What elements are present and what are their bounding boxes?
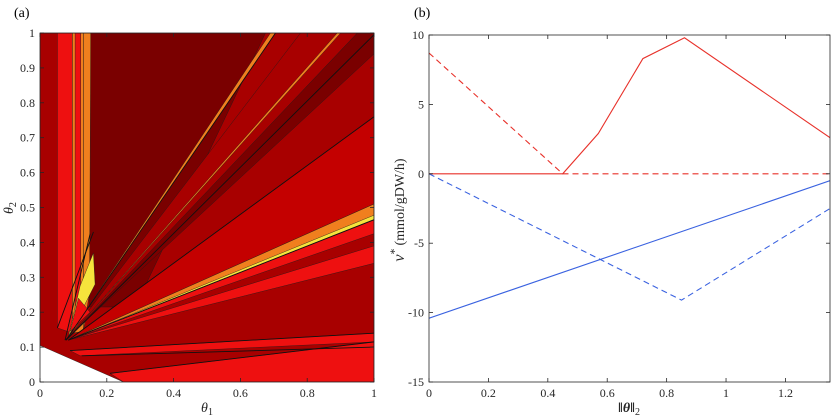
b-ytick-label: 0 <box>418 167 424 181</box>
a-xtick-label: 0.2 <box>99 386 114 400</box>
a-ytick-label: 0.8 <box>20 96 35 110</box>
panel-a-x-axis: 0 0.2 0.4 0.6 0.8 1 <box>37 33 377 400</box>
boundary-line-4 <box>68 219 374 341</box>
series-blue-solid <box>429 180 830 319</box>
a-xtick-label: 0.8 <box>300 386 315 400</box>
b-ytick-label: -10 <box>408 306 424 320</box>
boundary-line-7 <box>81 346 374 357</box>
region-4 <box>83 33 92 332</box>
boundary-line-2 <box>65 34 374 341</box>
panel-b-x-axis: 0 0.2 0.4 0.6 0.8 1 1.2 <box>426 35 793 400</box>
a-ytick-label: 0 <box>29 375 35 389</box>
a-ytick-label: 0.5 <box>20 201 35 215</box>
region-3 <box>74 33 81 313</box>
panel-b-xlabel: ‖θ‖2 <box>618 401 640 418</box>
b-xtick-label: 0.8 <box>659 386 674 400</box>
region-1 <box>57 33 73 334</box>
region-9 <box>65 33 341 341</box>
b-xtick-label: 1.2 <box>778 386 793 400</box>
panel-a-regions <box>40 33 374 382</box>
panel-a-boundaries <box>56 33 374 374</box>
b-xtick-label: 0.6 <box>600 386 615 400</box>
b-xtick-label: 0.2 <box>481 386 496 400</box>
boundary-line-1 <box>64 233 91 341</box>
b-ytick-label: 5 <box>418 97 424 111</box>
panel-a-label: (a) <box>14 6 30 21</box>
b-ytick-label: -5 <box>414 236 424 250</box>
b-ytick-label: -15 <box>408 375 424 389</box>
boundary-line-5 <box>68 116 374 341</box>
boundary-line-0 <box>56 231 94 329</box>
region-16 <box>109 341 374 382</box>
series-blue-dashed <box>429 173 830 301</box>
b-xtick-label: 1 <box>723 386 729 400</box>
panel-b-label: (b) <box>414 6 431 21</box>
boundary-line-8 <box>110 341 374 374</box>
panel-a: (a) 0 0.2 0.4 0.6 0.8 1 0 0.1 0.2 0.3 0.4 0.5 0.6 0.… <box>2 6 377 418</box>
region-14 <box>68 245 374 341</box>
a-xtick-label: 0.6 <box>233 386 248 400</box>
panel-b-plot-area <box>429 35 830 382</box>
a-xtick-label: 0 <box>37 386 43 400</box>
panel-a-ylabel: θ2 <box>2 202 19 214</box>
panel-a-xlabel: θ1 <box>201 401 213 418</box>
panel-b-ylabel: v*(mmol/gDW/h) <box>387 158 408 262</box>
a-ytick-label: 0.2 <box>20 305 35 319</box>
a-ytick-label: 0.1 <box>20 340 35 354</box>
a-ytick-label: 0.9 <box>20 61 35 75</box>
b-xtick-label: 0 <box>426 386 432 400</box>
a-xtick-label: 1 <box>371 386 377 400</box>
b-xtick-label: 0.4 <box>540 386 555 400</box>
series-red-dashed <box>429 52 830 175</box>
panel-b-y-axis: -15 -10 -5 0 5 10 <box>408 28 830 389</box>
b-ytick-label: 10 <box>412 28 424 42</box>
region-18 <box>69 297 91 333</box>
a-ytick-label: 1 <box>29 26 35 40</box>
boundary-line-6 <box>70 332 374 352</box>
series-red-solid <box>429 37 830 175</box>
panel-b-series <box>429 37 830 319</box>
panel-b-frame <box>428 34 831 383</box>
region-7 <box>65 33 358 341</box>
a-ytick-label: 0.3 <box>20 270 35 284</box>
a-ytick-label: 0.7 <box>20 131 35 145</box>
a-ytick-label: 0.6 <box>20 166 35 180</box>
a-ytick-label: 0.4 <box>20 235 35 249</box>
a-xtick-label: 0.4 <box>166 386 181 400</box>
panel-a-y-axis: 0 0.1 0.2 0.3 0.4 0.5 0.6 0.7 0.8 0.9 1 <box>20 26 374 389</box>
boundary-line-3 <box>65 33 276 341</box>
